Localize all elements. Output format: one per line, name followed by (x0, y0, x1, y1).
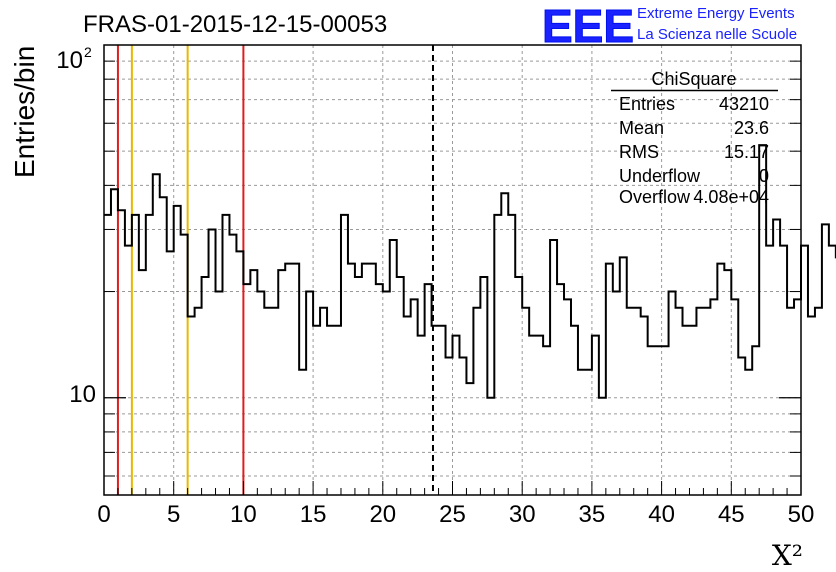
eee-logo-line1: Extreme Energy Events (637, 5, 795, 22)
x-tick-label: 25 (439, 501, 466, 528)
x-tick-label: 0 (97, 501, 110, 528)
eee-logo-line2: La Scienza nelle Scuole (637, 26, 797, 43)
eee-logo-text: EEE (542, 0, 634, 52)
x-tick-label: 30 (509, 501, 536, 528)
stats-value-rms: 15.17 (724, 142, 769, 162)
y-tick-labels: 10 10 2 (56, 44, 96, 408)
x-tick-label: 40 (648, 501, 675, 528)
x-tick-label: 5 (167, 501, 180, 528)
x-axis-title: X² (772, 539, 803, 572)
x-tick-label: 45 (718, 501, 745, 528)
x-tick-label: 10 (230, 501, 257, 528)
histogram-series (104, 144, 836, 399)
stats-label-underflow: Underflow (619, 166, 701, 186)
axis-ticks (103, 44, 802, 495)
y-axis-title: Entries/bin (9, 46, 40, 178)
stats-value-underflow: 0 (759, 166, 769, 186)
stats-value-mean: 23.6 (734, 118, 769, 138)
stats-box-name: ChiSquare (651, 69, 736, 89)
eee-logo: EEE Extreme Energy Events La Scienza nel… (542, 0, 798, 53)
vertical-marker-lines (116, 45, 434, 495)
x-tick-label: 20 (369, 501, 396, 528)
x-tick-label: 50 (788, 501, 815, 528)
y-tick-label-100-exponent: 2 (84, 44, 92, 60)
x-tick-label: 35 (579, 501, 606, 528)
y-tick-label-100-base: 10 (56, 47, 83, 74)
stats-label-mean: Mean (619, 118, 664, 138)
stats-label-entries: Entries (619, 94, 675, 114)
x-tick-label: 15 (300, 501, 327, 528)
stats-value-entries: 43210 (719, 94, 769, 114)
stats-label-overflow: Overflow (619, 187, 691, 207)
stats-box: ChiSquare Entries 43210 Mean 23.6 RMS 15… (611, 69, 778, 207)
y-tick-label-10: 10 (69, 381, 96, 408)
stats-label-rms: RMS (619, 142, 659, 162)
x-tick-labels: 0 5 10 15 20 25 30 35 40 45 50 (97, 501, 814, 528)
stats-value-overflow: 4.08e+04 (693, 187, 769, 207)
chart-title: FRAS-01-2015-12-15-00053 (83, 11, 387, 38)
